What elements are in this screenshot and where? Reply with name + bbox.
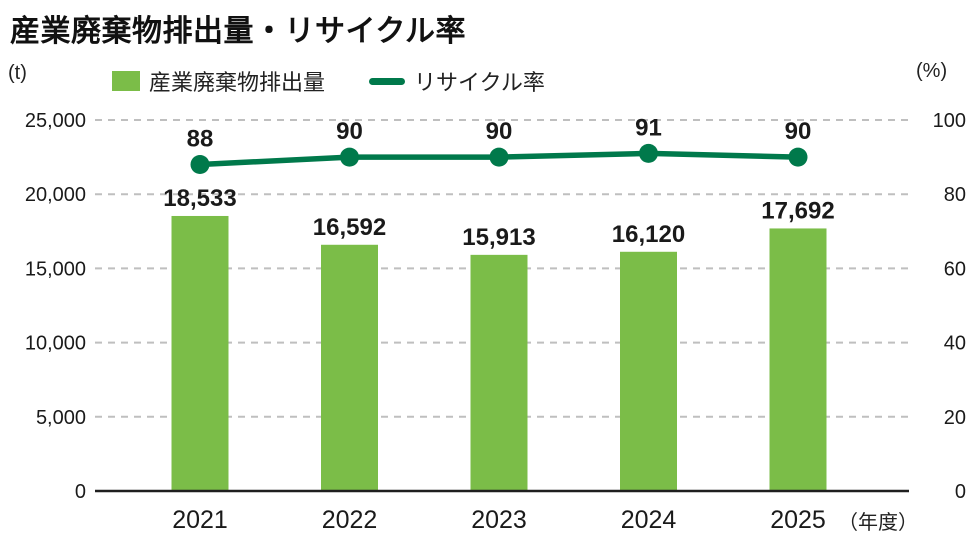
x-tick-label-2025: 2025 (770, 506, 826, 534)
line-point-2023 (489, 147, 509, 167)
bar-value-label: 16,120 (612, 221, 685, 248)
line-point-2021 (190, 155, 210, 175)
left-axis-tick-label: 0 (75, 481, 86, 503)
left-axis-tick-label: 5,000 (36, 407, 86, 429)
right-axis-tick-label: 100 (933, 110, 966, 132)
x-axis-unit: （年度） (838, 512, 918, 534)
line-point-2022 (340, 147, 359, 167)
right-axis-unit: (%) (916, 60, 948, 82)
line-legend-swatch (369, 77, 406, 85)
line-value-label: 88 (187, 126, 214, 153)
bar-2025 (769, 228, 827, 491)
right-axis-tick-label: 0 (955, 481, 966, 503)
line-value-label: 90 (785, 118, 812, 145)
line-legend-label: リサイクル率 (414, 70, 545, 95)
right-axis-tick-label: 20 (944, 407, 966, 429)
line-value-label: 90 (336, 118, 363, 145)
left-axis-tick-label: 15,000 (25, 258, 86, 280)
right-axis-tick-label: 60 (944, 258, 966, 280)
right-axis-tick-label: 80 (944, 184, 966, 206)
bar-2024 (620, 251, 677, 491)
x-tick-label-2021: 2021 (172, 506, 228, 534)
bar-value-label: 15,913 (462, 224, 535, 251)
line-value-label: 91 (635, 114, 662, 141)
x-tick-label-2023: 2023 (471, 506, 527, 534)
bar-value-label: 17,692 (761, 197, 834, 224)
left-axis-tick-label: 10,000 (25, 333, 86, 355)
bar-legend-swatch (112, 71, 140, 91)
right-axis-tick-label: 40 (944, 333, 966, 355)
line-value-label: 90 (486, 118, 513, 145)
bar-value-label: 16,592 (313, 214, 386, 241)
bar-2022 (321, 244, 378, 491)
line-point-2024 (639, 143, 658, 163)
bar-2021 (171, 215, 229, 491)
left-axis-unit: (t) (8, 62, 27, 84)
left-axis-tick-label: 25,000 (25, 110, 86, 132)
x-tick-label-2022: 2022 (322, 506, 378, 534)
chart-title: 産業廃棄物排出量・リサイクル率 (10, 15, 466, 48)
line-point-2025 (788, 147, 808, 167)
bar-legend-label: 産業廃棄物排出量 (149, 70, 326, 95)
bar-2023 (470, 254, 528, 491)
legend: 産業廃棄物排出量 リサイクル率 (112, 68, 545, 95)
left-axis-tick-label: 20,000 (25, 184, 86, 206)
x-tick-label-2024: 2024 (621, 506, 677, 534)
bar-value-label: 18,533 (163, 185, 236, 212)
